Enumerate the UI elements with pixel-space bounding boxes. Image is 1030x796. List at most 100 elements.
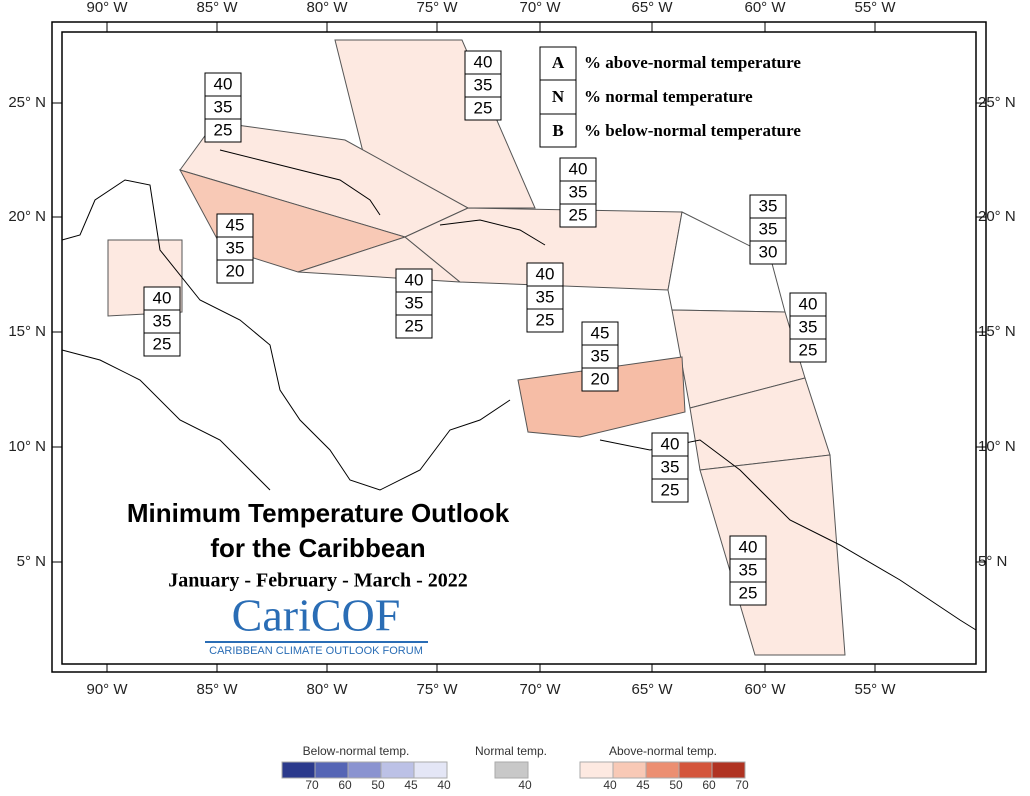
- prob-value: 25: [536, 310, 555, 329]
- key-letters: [539, 46, 577, 148]
- lon-label: 85° W: [196, 681, 238, 698]
- key-letter: A: [552, 53, 565, 72]
- legend-tick: 40: [518, 778, 532, 791]
- prob-value: 35: [661, 457, 680, 476]
- key-letter: B: [552, 121, 563, 140]
- prob-value: 25: [214, 120, 233, 139]
- prob-value: 40: [661, 434, 680, 453]
- legend-swatch: [281, 761, 316, 779]
- prob-cell: [464, 96, 502, 121]
- prob-value: 35: [739, 560, 758, 579]
- prob-cell: [526, 308, 564, 333]
- lon-label: 70° W: [519, 681, 561, 698]
- prob-cell: [729, 581, 767, 606]
- legend-tick: 50: [371, 778, 385, 791]
- lat-label: 10° N: [8, 438, 46, 455]
- prob-value: 20: [226, 261, 245, 280]
- lat-label: 5° N: [17, 553, 46, 570]
- legend-swatch: [314, 761, 349, 779]
- prob-value: 30: [759, 242, 778, 261]
- prob-value: 40: [739, 537, 758, 556]
- legend-label: Above-normal temp.: [609, 744, 717, 758]
- lon-label: 60° W: [744, 0, 786, 16]
- lat-label: 25° N: [8, 94, 46, 111]
- legend-swatch: [678, 761, 713, 779]
- prob-value: 40: [536, 264, 555, 283]
- lat-label: 15° N: [978, 323, 1016, 340]
- legend-tick: 70: [735, 778, 749, 791]
- lat-label: 5° N: [978, 553, 1007, 570]
- lon-label: 55° W: [854, 0, 896, 16]
- prob-value: 35: [569, 182, 588, 201]
- legend-swatch: [380, 761, 415, 779]
- prob-cell: [395, 314, 433, 339]
- prob-value: 35: [405, 293, 424, 312]
- legend-tick: 60: [338, 778, 352, 791]
- legend-tick: 70: [305, 778, 319, 791]
- lon-label: 90° W: [86, 0, 128, 16]
- legend-swatch: [347, 761, 382, 779]
- prob-cell: [204, 118, 242, 143]
- coastline: [61, 179, 511, 491]
- logo-subtitle: CARIBBEAN CLIMATE OUTLOOK FORUM: [209, 645, 423, 657]
- legend-tick: 40: [437, 778, 451, 791]
- key-text: % above-normal temperature: [584, 53, 801, 72]
- prob-value: 20: [591, 369, 610, 388]
- legend-swatch: [494, 761, 529, 779]
- prob-value: 25: [739, 583, 758, 602]
- legend-tick: 50: [669, 778, 683, 791]
- key-text: % below-normal temperature: [584, 121, 801, 140]
- legend-swatch: [413, 761, 448, 779]
- prob-cell: [559, 203, 597, 228]
- key-letter: N: [552, 87, 565, 106]
- legend-swatch: [711, 761, 746, 779]
- lon-label: 80° W: [306, 681, 348, 698]
- legend-label: Below-normal temp.: [303, 744, 410, 758]
- prob-value: 25: [661, 480, 680, 499]
- legend-tick: 40: [603, 778, 617, 791]
- prob-value: 35: [153, 311, 172, 330]
- lon-label: 90° W: [86, 681, 128, 698]
- prob-value: 45: [591, 323, 610, 342]
- prob-cell: [789, 338, 827, 363]
- prob-value: 35: [474, 75, 493, 94]
- prob-value: 35: [799, 317, 818, 336]
- lon-label: 80° W: [306, 0, 348, 16]
- prob-value: 25: [153, 334, 172, 353]
- prob-cell: [216, 259, 254, 284]
- lat-label: 10° N: [978, 438, 1016, 455]
- prob-value: 25: [799, 340, 818, 359]
- prob-value: 40: [405, 270, 424, 289]
- logo: CariCOF: [232, 590, 401, 641]
- lat-label: 20° N: [978, 208, 1016, 225]
- prob-value: 35: [591, 346, 610, 365]
- key-text: % normal temperature: [584, 87, 753, 106]
- lon-label: 60° W: [744, 681, 786, 698]
- prob-value: 40: [153, 288, 172, 307]
- prob-value: 35: [759, 219, 778, 238]
- prob-value: 25: [474, 98, 493, 117]
- legend-label: Normal temp.: [475, 744, 547, 758]
- prob-value: 45: [226, 215, 245, 234]
- prob-value: 40: [474, 52, 493, 71]
- prob-value: 40: [799, 294, 818, 313]
- prob-value: 40: [214, 74, 233, 93]
- prob-cell: [651, 478, 689, 503]
- prob-value: 35: [214, 97, 233, 116]
- prob-value: 25: [569, 205, 588, 224]
- prob-value: 35: [536, 287, 555, 306]
- lon-label: 65° W: [631, 681, 673, 698]
- coastline: [439, 219, 546, 246]
- lon-label: 65° W: [631, 0, 673, 16]
- lat-label: 20° N: [8, 208, 46, 225]
- legend-tick: 45: [404, 778, 418, 791]
- region: [517, 356, 686, 438]
- legend-swatch: [579, 761, 614, 779]
- lon-label: 75° W: [416, 0, 458, 16]
- lon-label: 70° W: [519, 0, 561, 16]
- prob-value: 40: [569, 159, 588, 178]
- coastline: [61, 349, 271, 491]
- coastline: [219, 149, 381, 216]
- lon-label: 85° W: [196, 0, 238, 16]
